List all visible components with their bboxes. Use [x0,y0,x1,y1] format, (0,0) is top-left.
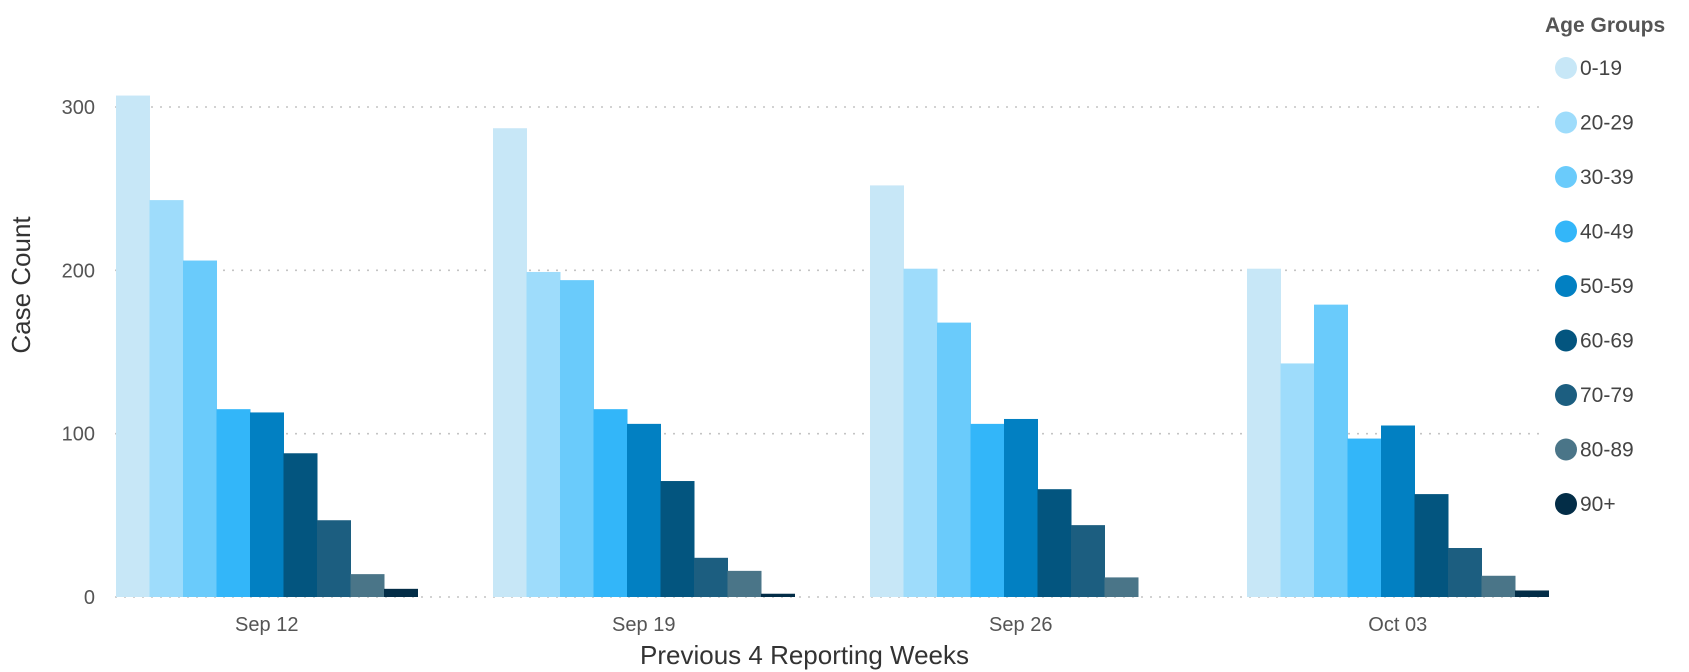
bar [183,260,217,597]
bar [1004,418,1038,597]
bar [526,271,561,597]
grid-lines [115,106,1540,598]
y-axis-title: Case Count [6,216,36,354]
y-tick-label: 200 [62,260,95,282]
legend-title: Age Groups [1545,14,1665,37]
x-tick-label: Sep 19 [612,614,675,636]
bar [627,423,661,597]
bar [1104,577,1139,597]
bar [727,570,762,597]
bar [116,95,150,598]
bar [317,520,351,597]
bar [1448,548,1482,597]
y-tick-label: 100 [62,424,95,446]
x-axis-title: Previous 4 Reporting Weeks [640,640,969,670]
bar [970,423,1005,597]
bar [350,574,385,597]
y-axis-ticks: 0 100 200 300 [62,97,95,609]
legend: Age Groups 0-19 20-29 30-39 40-49 50-59 60-69… [1545,14,1665,516]
bars [116,95,1549,598]
bar [1247,268,1281,597]
legend-swatch [1555,166,1577,188]
bar [660,481,695,597]
legend-label: 30-39 [1580,166,1634,189]
legend-swatch [1555,111,1577,134]
legend-label: 20-29 [1580,112,1634,135]
bar [694,557,728,597]
bar [903,268,938,597]
bar [384,588,418,597]
x-tick-label: Oct 03 [1368,614,1427,636]
legend-swatch [1555,493,1577,515]
legend-swatch [1555,384,1577,406]
legend-swatch [1555,438,1577,461]
bar [149,200,184,597]
legend-label: 0-19 [1580,57,1622,80]
bar [1314,304,1348,597]
bar [1347,438,1382,597]
legend-swatch [1555,275,1577,297]
legend-swatch [1555,329,1577,352]
y-tick-label: 0 [84,587,95,609]
bar [1280,363,1315,597]
bar [937,322,971,597]
legend-swatch [1555,220,1577,243]
legend-label: 50-59 [1580,275,1634,298]
bar [560,280,594,597]
bar [1071,525,1105,597]
legend-label: 60-69 [1580,330,1634,353]
bar [870,185,904,597]
bar [1037,489,1072,597]
x-axis-ticks: Sep 12 Sep 19 Sep 26 Oct 03 [235,614,1427,636]
x-tick-label: Sep 12 [235,614,298,636]
bar [493,128,527,597]
legend-label: 80-89 [1580,439,1634,462]
x-tick-label: Sep 26 [989,614,1052,636]
bar [593,409,628,597]
bar [283,453,318,597]
legend-label: 70-79 [1580,384,1634,407]
bar [1481,575,1516,597]
bar [216,409,251,597]
bar [250,412,284,597]
bar [1381,425,1415,597]
legend-label: 90+ [1580,493,1616,516]
legend-label: 40-49 [1580,221,1634,244]
legend-swatch [1555,57,1577,79]
bar [761,593,795,597]
bar [1414,494,1449,597]
y-tick-label: 300 [62,97,95,119]
bar [1515,590,1549,597]
